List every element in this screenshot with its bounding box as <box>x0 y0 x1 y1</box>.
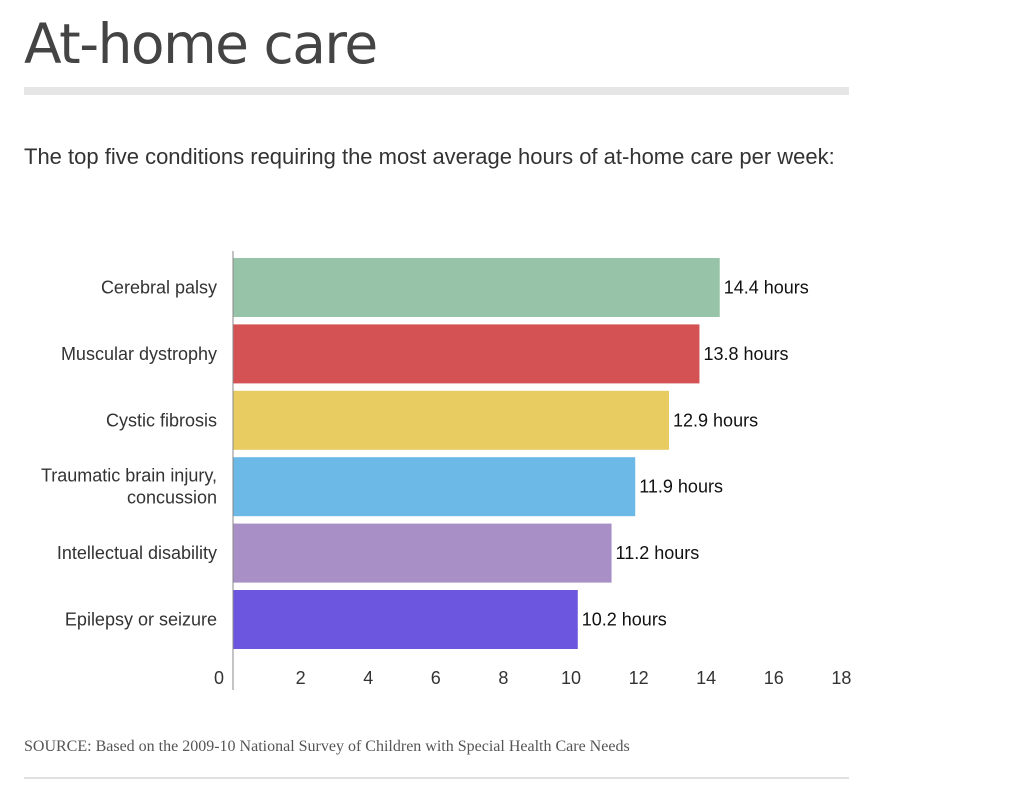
data-label-3: 11.9 hours <box>639 477 723 497</box>
bar-1 <box>233 324 700 384</box>
category-label-line: Epilepsy or seizure <box>65 610 217 630</box>
x-tick-label-0: 0 <box>214 668 224 688</box>
x-tick-label-3: 6 <box>431 668 441 688</box>
x-tick-label-9: 18 <box>831 668 851 688</box>
x-tick-label-6: 12 <box>629 668 649 688</box>
category-label-0: Cerebral palsy <box>101 278 217 298</box>
page-title: At-home care <box>24 12 378 76</box>
bar-4 <box>233 523 612 583</box>
x-tick-label-5: 10 <box>561 668 581 688</box>
bar-0 <box>233 258 720 317</box>
category-label-line: Traumatic brain injury, <box>41 466 217 486</box>
bar-2 <box>233 390 670 450</box>
category-label-line: Cerebral palsy <box>101 278 217 298</box>
x-tick-label-1: 2 <box>296 668 306 688</box>
category-label-line: concussion <box>127 488 217 508</box>
data-label-1: 13.8 hours <box>703 344 788 364</box>
category-label-4: Intellectual disability <box>57 543 217 563</box>
bar-5 <box>233 590 578 649</box>
x-tick-label-8: 16 <box>764 668 784 688</box>
x-tick-label-4: 8 <box>498 668 508 688</box>
x-tick-label-7: 14 <box>696 668 716 688</box>
category-label-2: Cystic fibrosis <box>106 410 217 430</box>
chart-subtitle: The top five conditions requiring the mo… <box>24 144 835 169</box>
category-label-line: Muscular dystrophy <box>61 344 217 364</box>
category-label-line: Cystic fibrosis <box>106 410 217 430</box>
x-tick-label-2: 4 <box>363 668 373 688</box>
title-divider <box>24 87 849 95</box>
source-note: SOURCE: Based on the 2009-10 National Su… <box>24 738 630 755</box>
category-label-1: Muscular dystrophy <box>61 344 217 364</box>
data-label-5: 10.2 hours <box>582 610 667 630</box>
category-label-3: Traumatic brain injury, concussion <box>41 466 217 508</box>
footer-divider <box>24 777 849 779</box>
data-label-2: 12.9 hours <box>673 410 758 430</box>
category-label-line: Intellectual disability <box>57 543 217 563</box>
category-label-5: Epilepsy or seizure <box>65 610 217 630</box>
data-label-4: 11.2 hours <box>616 543 700 563</box>
bar-3 <box>233 457 636 517</box>
data-label-0: 14.4 hours <box>724 278 809 298</box>
